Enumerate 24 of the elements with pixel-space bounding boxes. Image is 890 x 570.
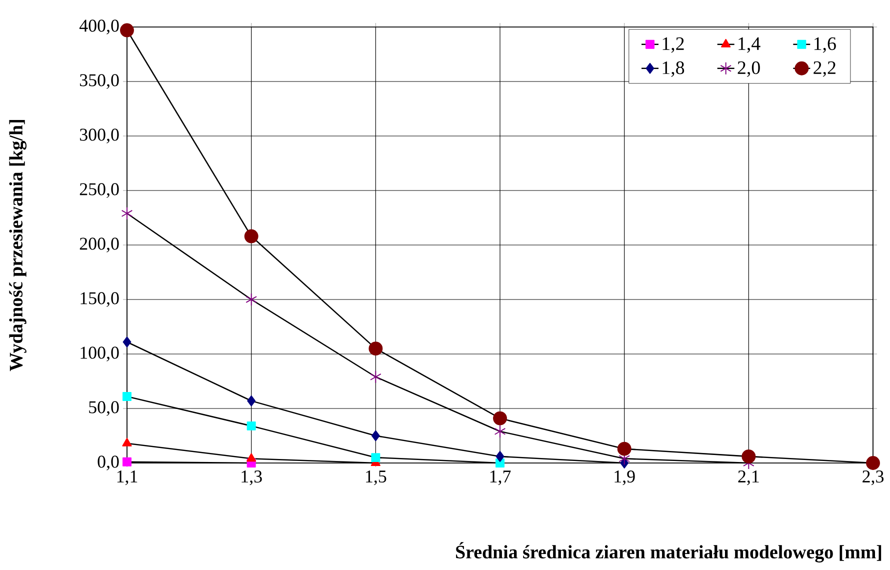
x-axis-title: Średnia średnica ziaren materiału modelowego [mm] — [456, 542, 882, 562]
x-tick-label: 1,7 — [490, 470, 511, 486]
legend-label: 1,8 — [662, 61, 684, 77]
x-tick-label: 1,9 — [614, 470, 635, 486]
y-tick-label: 300,0 — [80, 128, 119, 144]
legend-label: 1,6 — [814, 37, 836, 53]
x-tick-label: 1,1 — [117, 470, 138, 486]
y-axis-title: Wydajność przesiewania [kg/h] — [9, 120, 26, 372]
legend-label: 1,2 — [662, 37, 684, 53]
y-tick-label: 400,0 — [79, 20, 119, 34]
x-tick-label: 2,1 — [738, 470, 759, 486]
y-tick-label: 0,0 — [98, 456, 119, 470]
y-tick-label: 100,0 — [80, 346, 119, 362]
y-tick-label: 200,0 — [80, 238, 119, 252]
y-tick-label: 50,0 — [89, 401, 119, 416]
x-tick-label: 2,3 — [862, 470, 884, 486]
legend-label: 2,0 — [738, 61, 760, 77]
x-tick-label: 1,3 — [242, 470, 262, 486]
y-tick-label: 250,0 — [80, 183, 119, 198]
y-tick-label: 350,0 — [80, 74, 119, 89]
x-tick-label: 1,5 — [366, 470, 386, 486]
legend-label: 2,2 — [814, 61, 836, 77]
y-tick-label: 150,0 — [80, 292, 119, 307]
legend-label: 1,4 — [738, 37, 760, 53]
